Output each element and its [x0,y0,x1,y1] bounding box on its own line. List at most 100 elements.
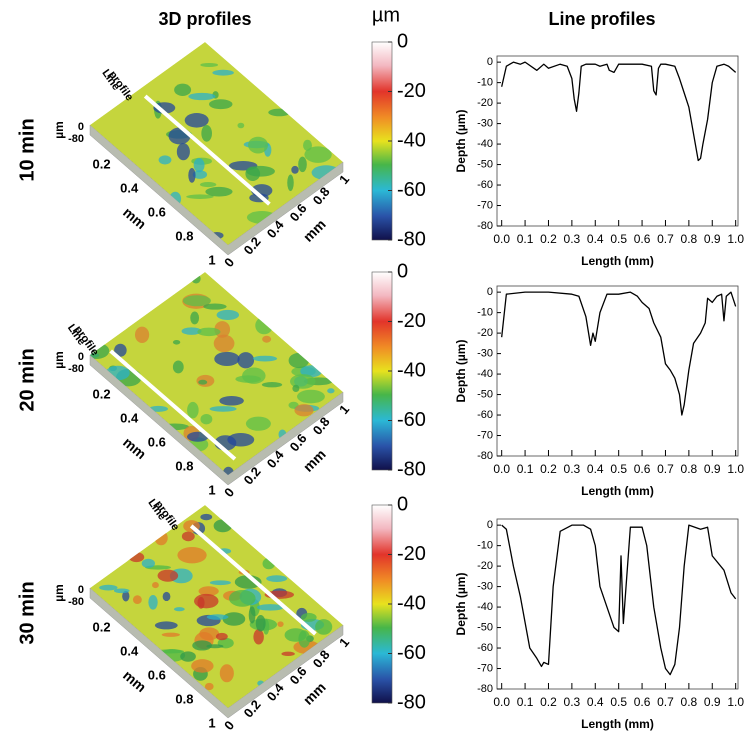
y-tick-label: -80 [477,450,493,462]
surface-feature [154,530,168,546]
surface-feature [99,584,118,591]
x-tick-label: 0.2 [540,232,557,246]
y-tick-label: -70 [477,662,493,674]
edge-tick-label: 0.8 [175,228,193,243]
x-tick-label: 0.4 [587,462,604,476]
edge-axis-label: mm [300,679,329,708]
surface-feature [134,326,150,343]
colorbar-tick-label: -20 [397,80,426,102]
surface-feature [234,575,262,589]
edge-tick-label: 0 [221,255,237,270]
surface-feature [204,682,214,691]
y-tick-label: -30 [477,347,493,359]
edge-axis-label: mm [120,667,149,695]
edge-tick-label: 0.8 [175,458,193,473]
edge-tick-label: 1 [208,482,215,497]
surface-feature [213,519,233,533]
edge-tick-label: 0 [221,718,237,733]
surface-feature [288,352,310,369]
colorbar-tick-label: -60 [397,409,426,431]
edge-axis-label: mm [120,434,149,462]
z-tick-label: -80 [68,596,84,608]
x-tick-label: 0.5 [610,462,627,476]
surface-feature [162,591,171,602]
x-tick-label: 0.3 [564,232,581,246]
surface-feature [199,627,220,641]
y-tick-label: 0 [487,519,493,531]
x-tick-label: 0.7 [657,695,674,709]
edge-tick-label: 0 [221,485,237,500]
surface-feature [113,588,130,594]
y-tick-label: -80 [477,683,493,695]
row-label: 20 min [16,348,38,411]
surface-feature [216,309,240,320]
x-tick-label: 0.8 [681,695,698,709]
x-tick-label: 0.0 [493,232,510,246]
line [501,291,737,416]
x-axis-label: Length (mm) [581,717,654,731]
surface-feature [255,316,273,335]
z-tick-label: 0 [78,121,84,133]
row-label: 10 min [16,118,38,181]
surface-feature [181,531,195,542]
edge-tick-label: 1 [336,402,352,417]
x-tick-label: 0.6 [634,232,651,246]
colorbar-tick-label: -40 [397,359,426,381]
y-tick-label: -40 [477,601,493,613]
edge-tick-label: 1 [208,715,215,730]
x-tick-label: 0.6 [634,462,651,476]
surface-feature [206,614,229,620]
surface-feature [122,590,130,602]
surface-feature [198,379,208,385]
z-tick-label: -80 [68,133,84,145]
y-tick-label: -70 [477,429,493,441]
edge-tick-label: 1 [336,635,352,650]
surface-feature [154,621,178,630]
y-axis-label: Depth (µm) [454,110,468,173]
surface-feature [261,382,283,388]
y-tick-label: -10 [477,540,493,552]
surface-feature [222,612,246,626]
surface-feature [193,158,205,173]
x-tick-label: 0.4 [587,232,604,246]
surface-feature [128,552,145,563]
x-tick-label: 0.4 [587,695,604,709]
y-axis-label: Depth (µm) [454,340,468,403]
x-tick-label: 0.8 [681,232,698,246]
surface-feature [186,194,214,199]
z-axis-label: µm [52,121,66,139]
colorbar-tick-label: 0 [397,30,408,52]
edge-tick-label: 0.6 [148,204,166,219]
surface-feature [300,612,317,622]
surface-feature [200,414,213,425]
surface-feature [174,83,192,96]
row-label: 30 min [16,581,38,644]
edge-tick-label: 0.6 [148,434,166,449]
surface [90,272,343,475]
y-tick-label: -20 [477,97,493,109]
x-tick-label: 0.6 [634,695,651,709]
surface-feature [114,343,127,357]
colorbar-tick-label: -20 [397,310,426,332]
surface-feature [298,156,307,173]
z-tick-label: -80 [68,363,84,375]
surface-feature [298,630,311,648]
surface-feature [248,606,256,624]
x-tick-label: 1.0 [727,695,744,709]
surface-feature [281,651,295,657]
surface-feature [209,99,233,110]
surface-feature [90,342,110,359]
x-axis-label: Length (mm) [581,254,654,268]
y-axis-label: Depth (µm) [454,573,468,636]
surface-feature [161,632,180,637]
surface-feature [245,166,261,182]
surface-feature [191,273,201,284]
colorbar-tick-label: -80 [397,458,426,480]
edge-tick-label: 0.2 [93,156,111,171]
surface-feature [200,513,213,521]
surface-top [90,505,343,708]
surface-feature [201,124,212,142]
y-tick-label: -20 [477,327,493,339]
edge-tick-label: 1 [336,172,352,187]
surface-feature [181,327,202,335]
